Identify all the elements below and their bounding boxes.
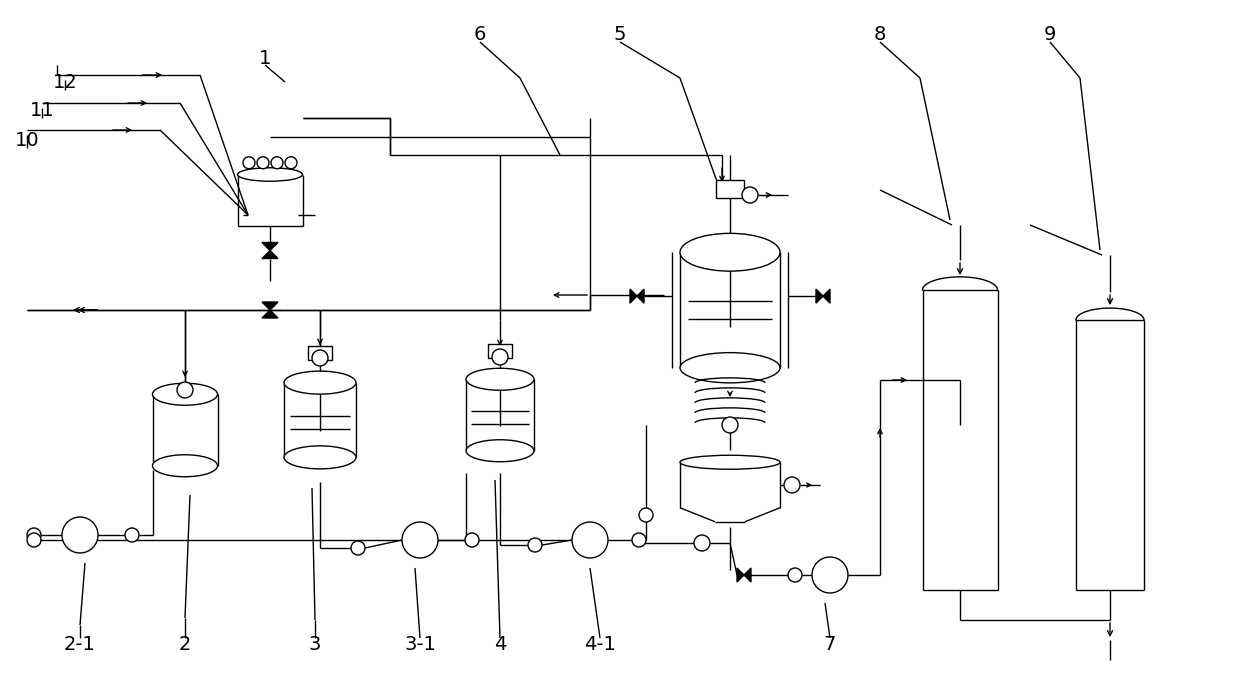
Circle shape [787,568,802,582]
Circle shape [402,522,438,558]
Ellipse shape [153,455,217,477]
Polygon shape [823,289,830,303]
Text: 1: 1 [259,49,272,68]
Bar [715,180,744,198]
Text: 3-1: 3-1 [404,635,436,655]
Text: 2-1: 2-1 [64,635,95,655]
Circle shape [465,533,479,547]
Circle shape [312,350,329,366]
Circle shape [639,508,653,522]
Circle shape [528,538,542,552]
Circle shape [243,157,255,169]
Polygon shape [630,289,637,303]
Circle shape [351,541,365,555]
Text: 10: 10 [15,130,40,149]
Circle shape [742,187,758,203]
Ellipse shape [284,371,356,394]
Text: 12: 12 [52,72,77,92]
Text: 8: 8 [874,26,887,45]
Text: 5: 5 [614,26,626,45]
Polygon shape [744,568,751,582]
Circle shape [722,417,738,433]
Circle shape [177,382,193,398]
Text: 2: 2 [179,635,191,655]
Circle shape [27,528,41,542]
Circle shape [812,557,848,593]
Circle shape [784,477,800,493]
Polygon shape [737,568,744,582]
Polygon shape [637,289,644,303]
Circle shape [257,157,269,169]
Polygon shape [262,250,278,259]
Polygon shape [262,310,278,318]
Circle shape [694,535,711,551]
Text: 7: 7 [823,635,836,655]
Circle shape [492,349,508,365]
Text: 4: 4 [494,635,506,655]
Polygon shape [262,302,278,310]
Ellipse shape [284,446,356,469]
Polygon shape [262,242,278,250]
Circle shape [572,522,608,558]
Circle shape [632,533,646,547]
Ellipse shape [238,168,303,182]
Circle shape [27,533,41,547]
Ellipse shape [466,439,534,462]
Circle shape [125,528,139,542]
Ellipse shape [680,234,780,271]
Circle shape [285,157,298,169]
Text: 11: 11 [30,101,55,119]
Text: 4-1: 4-1 [584,635,616,655]
Text: 9: 9 [1044,26,1056,45]
Text: 3: 3 [309,635,321,655]
Ellipse shape [680,455,780,469]
Bar [308,346,332,360]
Ellipse shape [153,383,217,405]
Ellipse shape [680,352,780,383]
Circle shape [62,517,98,553]
Polygon shape [816,289,823,303]
Circle shape [272,157,283,169]
Text: 6: 6 [474,26,486,45]
Bar [489,344,512,358]
Ellipse shape [466,369,534,390]
